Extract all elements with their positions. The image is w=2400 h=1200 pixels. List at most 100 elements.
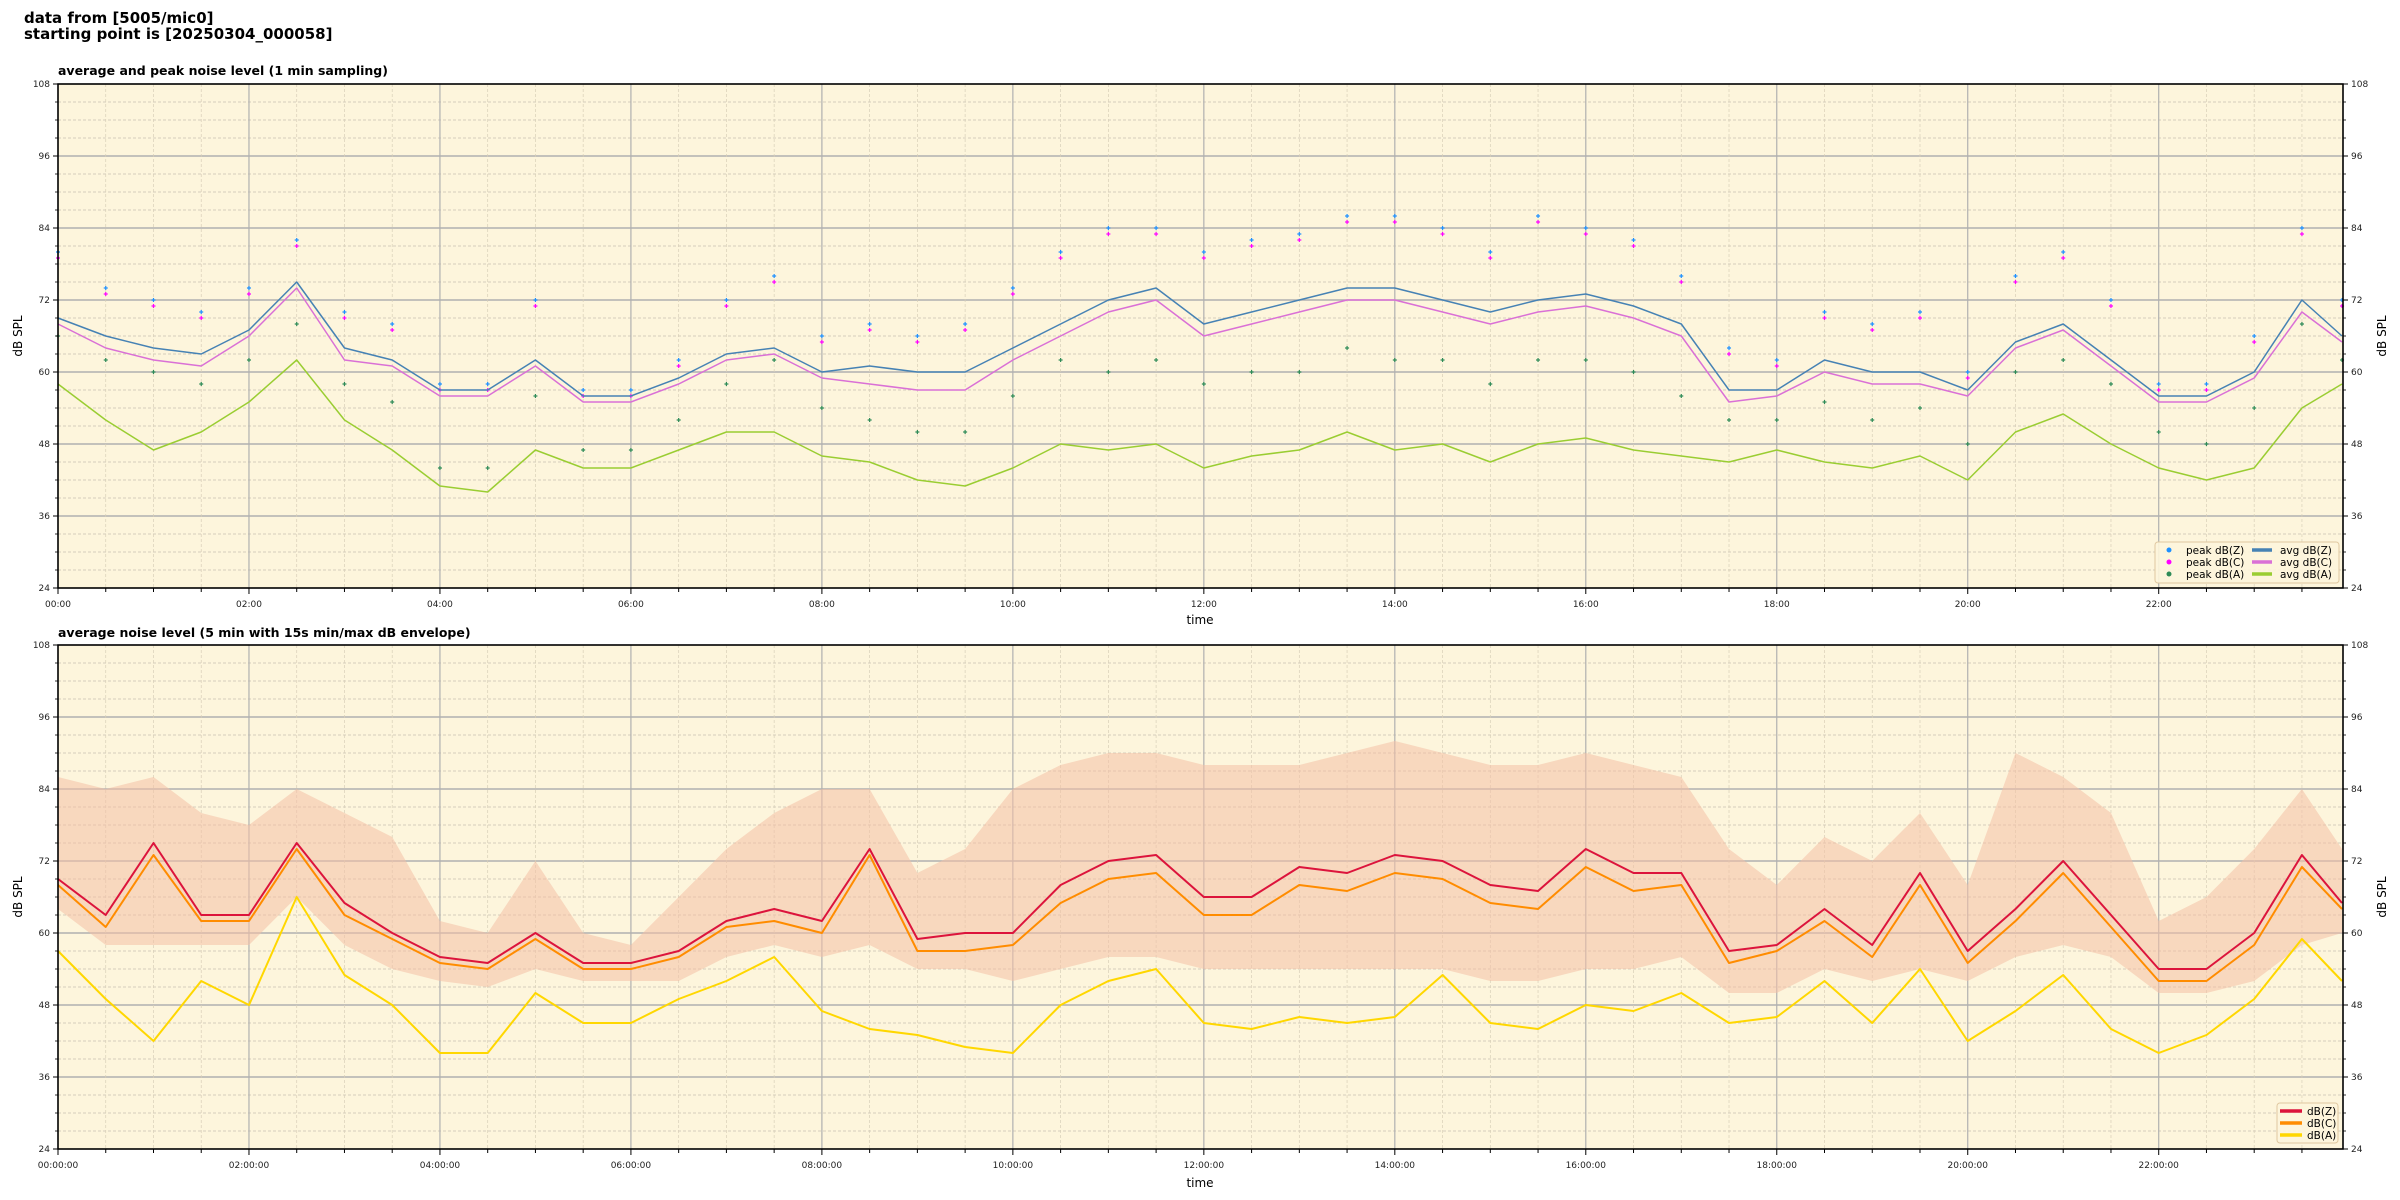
legend-label: peak dB(A) bbox=[2186, 569, 2244, 581]
peak-point bbox=[724, 382, 729, 386]
peak-point bbox=[1774, 418, 1779, 422]
top-ytick-label-right: 36 bbox=[2351, 512, 2363, 522]
top-series-avg-db-a bbox=[57, 359, 2343, 493]
peak-point bbox=[151, 298, 156, 302]
peak-point bbox=[485, 382, 490, 386]
peak-point bbox=[1631, 244, 1636, 248]
top-xtick-label: 02:00 bbox=[236, 600, 262, 610]
top-plot-area bbox=[56, 83, 2345, 589]
legend-label: dB(A) bbox=[2307, 1130, 2336, 1142]
bottom-xtick-label: 02:00:00 bbox=[229, 1161, 270, 1171]
peak-point bbox=[1536, 358, 1541, 362]
peak-point bbox=[1440, 232, 1445, 236]
peak-point bbox=[294, 244, 299, 248]
top-xtick-label: 00:00 bbox=[45, 600, 71, 610]
bottom-series-db-c bbox=[57, 848, 2343, 982]
bottom-xtick-label: 12:00:00 bbox=[1184, 1161, 1225, 1171]
peak-point bbox=[199, 316, 204, 320]
peak-point bbox=[581, 448, 586, 452]
bottom-ytick-label-right: 108 bbox=[2351, 641, 2368, 651]
legend-label: dB(Z) bbox=[2307, 1106, 2336, 1118]
peak-point bbox=[1106, 226, 1111, 230]
peak-point bbox=[2252, 340, 2257, 344]
legend-label: avg dB(Z) bbox=[2280, 545, 2332, 557]
peak-point bbox=[1392, 214, 1397, 218]
peak-point bbox=[1583, 358, 1588, 362]
peak-point bbox=[2108, 382, 2113, 386]
top-ytick-label-left: 48 bbox=[39, 440, 51, 450]
peak-point bbox=[390, 322, 395, 326]
peak-point bbox=[2252, 406, 2257, 410]
peak-point bbox=[2013, 274, 2018, 278]
peak-point bbox=[676, 418, 681, 422]
legend-label: peak dB(Z) bbox=[2186, 545, 2244, 557]
top-xtick-label: 16:00 bbox=[1573, 600, 1599, 610]
peak-point bbox=[819, 334, 824, 338]
legend-label: avg dB(C) bbox=[2280, 557, 2332, 569]
peak-point bbox=[533, 298, 538, 302]
legend-label: dB(C) bbox=[2307, 1118, 2336, 1130]
top-chart-ylabel-left: dB SPL bbox=[11, 315, 25, 357]
bottom-ytick-label-left: 36 bbox=[39, 1073, 51, 1083]
peak-point bbox=[724, 298, 729, 302]
peak-point bbox=[246, 358, 251, 362]
peak-point bbox=[1727, 352, 1732, 356]
peak-point bbox=[1774, 358, 1779, 362]
peak-point bbox=[772, 274, 777, 278]
legend-label: peak dB(C) bbox=[2186, 557, 2244, 569]
peak-point bbox=[1870, 322, 1875, 326]
peak-point bbox=[1917, 310, 1922, 314]
peak-point bbox=[1822, 310, 1827, 314]
peak-point bbox=[915, 334, 920, 338]
peak-point bbox=[772, 358, 777, 362]
peak-point bbox=[1154, 232, 1159, 236]
peak-point bbox=[2299, 226, 2304, 230]
peak-point bbox=[2156, 430, 2161, 434]
peak-point bbox=[437, 466, 442, 470]
peak-point bbox=[103, 286, 108, 290]
peak-point bbox=[1917, 406, 1922, 410]
bottom-ytick-label-right: 72 bbox=[2351, 857, 2362, 867]
peak-point bbox=[1201, 382, 1206, 386]
peak-point bbox=[1345, 220, 1350, 224]
peak-point bbox=[915, 430, 920, 434]
bottom-ytick-label-left: 72 bbox=[39, 857, 50, 867]
peak-point bbox=[628, 448, 633, 452]
top-ytick-label-left: 60 bbox=[39, 368, 51, 378]
top-ytick-label-right: 48 bbox=[2351, 440, 2363, 450]
top-ytick-label-left: 96 bbox=[39, 152, 51, 162]
peak-point bbox=[963, 322, 968, 326]
peak-point bbox=[1822, 316, 1827, 320]
peak-point bbox=[1058, 250, 1063, 254]
top-chart-ylabel-right: dB SPL bbox=[2375, 315, 2389, 357]
peak-point bbox=[2061, 256, 2066, 260]
peak-point bbox=[2061, 358, 2066, 362]
peak-point bbox=[1440, 226, 1445, 230]
top-ytick-label-left: 108 bbox=[33, 80, 50, 90]
peak-point bbox=[2061, 250, 2066, 254]
bottom-ytick-label-left: 48 bbox=[39, 1001, 51, 1011]
peak-point bbox=[963, 328, 968, 332]
peak-point bbox=[342, 382, 347, 386]
peak-point bbox=[2013, 280, 2018, 284]
bottom-xtick-label: 22:00:00 bbox=[2138, 1161, 2179, 1171]
top-ytick-label-left: 84 bbox=[39, 224, 51, 234]
legend-marker-peak-z bbox=[2166, 547, 2172, 553]
top-ytick-label-right: 24 bbox=[2351, 584, 2363, 594]
bottom-ytick-label-right: 48 bbox=[2351, 1001, 2363, 1011]
bottom-ytick-label-left: 96 bbox=[39, 713, 51, 723]
legend-marker-peak-c bbox=[2166, 559, 2172, 565]
peak-point bbox=[1679, 394, 1684, 398]
top-series-avg-db-c bbox=[57, 287, 2343, 403]
peak-point bbox=[1297, 232, 1302, 236]
peak-point bbox=[1583, 226, 1588, 230]
peak-point bbox=[1488, 250, 1493, 254]
peak-point bbox=[1488, 256, 1493, 260]
peak-point bbox=[1106, 370, 1111, 374]
peak-point bbox=[1154, 358, 1159, 362]
peak-point bbox=[1297, 370, 1302, 374]
peak-point bbox=[2013, 370, 2018, 374]
peak-point bbox=[1631, 370, 1636, 374]
bottom-ytick-label-left: 108 bbox=[33, 641, 50, 651]
bottom-ytick-label-right: 36 bbox=[2351, 1073, 2363, 1083]
